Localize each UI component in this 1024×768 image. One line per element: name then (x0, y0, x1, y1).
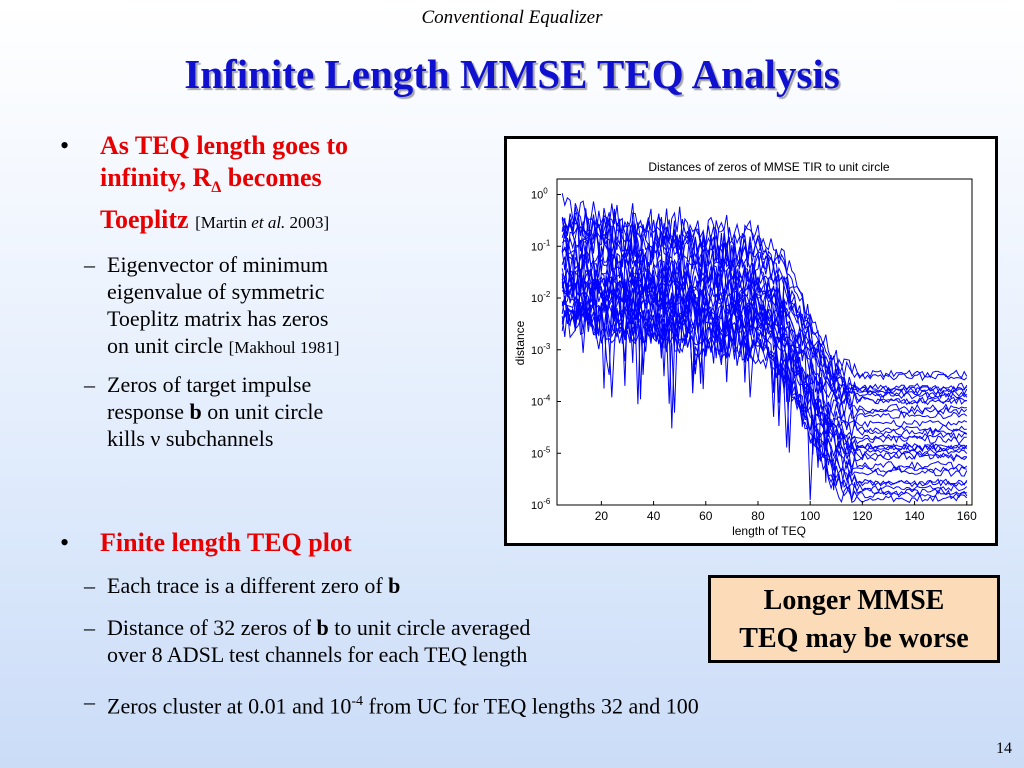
plot-axes-box (556, 178, 973, 506)
series-line (561, 193, 968, 379)
sub-bullet-zeros-target: Zeros of target impulse response b on un… (60, 371, 500, 452)
y-tick-label: 10-2 (531, 290, 551, 305)
bullet-text: Toeplitz (100, 205, 189, 235)
series-line (561, 303, 967, 501)
sub-text: Distance of 32 zeros of (107, 615, 317, 640)
superscript: -4 (351, 694, 364, 709)
sub-text: from UC for TEQ lengths 32 and 100 (363, 693, 699, 719)
bold-b: b (388, 573, 401, 598)
x-tick-label: 140 (905, 509, 925, 523)
sub-text: Zeros cluster at 0.01 and 10 (107, 693, 352, 719)
cite-italic: et al. (251, 213, 286, 233)
figure-frame: Distances of zeros of MMSE TIR to unit c… (504, 136, 998, 546)
sub-line: eigenvalue of symmetric (107, 279, 325, 305)
series-line (561, 296, 968, 504)
y-tick-label: 10-3 (531, 342, 551, 357)
series-line (561, 206, 968, 395)
sub-bullet-eigenvector: Eigenvector of minimum eigenvalue of sym… (60, 251, 500, 361)
x-tick-label: 80 (751, 509, 765, 523)
series-lines (561, 193, 968, 504)
x-tick-label: 60 (699, 509, 713, 523)
sub-text: to unit circle averaged (328, 615, 531, 640)
series-line (561, 306, 968, 504)
callout-line: Longer MMSE (763, 585, 945, 616)
callout-box: Longer MMSE TEQ may be worse (708, 575, 1000, 663)
sub-line: Distance of 32 zeros of b to unit circle… (107, 614, 1007, 641)
x-tick-label: 40 (647, 509, 661, 523)
teq-zero-distance-chart: Distances of zeros of MMSE TIR to unit c… (513, 160, 977, 538)
bullet-text: infinity, R (100, 163, 212, 192)
bullet-finite-length: Finite length TEQ plot (60, 527, 352, 559)
sub-text: response (107, 399, 190, 425)
series-line (561, 237, 967, 434)
slide-title: Infinite Length MMSE TEQ Analysis (184, 51, 840, 97)
y-tick-label: 10-4 (531, 394, 551, 409)
sub-line: Eigenvector of minimum (107, 252, 329, 278)
sub-text: on unit circle (107, 333, 229, 359)
axis-ticks: 20 40 60 80 100 120 140 160 100 10-1 10-2 10-3 10-4 1… (531, 187, 977, 523)
sub-line: response b on unit circle (107, 398, 500, 425)
series-line (561, 273, 967, 461)
x-tick-label: 120 (852, 509, 872, 523)
x-tick-label: 100 (800, 509, 820, 523)
cite-text: 2003] (285, 213, 330, 233)
citation-martin: [Martin et al. 2003] (195, 213, 329, 232)
page-number: 14 (996, 740, 1012, 757)
sub-line: Zeros of target impulse (107, 372, 312, 398)
header-title: Conventional Equalizer (421, 7, 603, 28)
sub-text: Each trace is a different zero of (107, 573, 389, 598)
bullet-teq-infinity: As TEQ length goes to infinity, RΔ becom… (60, 130, 500, 239)
sub-line: kills ν subchannels (107, 426, 274, 452)
y-tick-label: 10-6 (531, 497, 551, 512)
sub-line: Toeplitz matrix has zeros (107, 306, 329, 332)
bullet-line: Toeplitz [Martin et al. 2003] (100, 204, 500, 239)
cite-text: [Martin (195, 213, 252, 233)
y-axis-label: distance (513, 320, 527, 365)
sub-bullet-distance: Distance of 32 zeros of b to unit circle… (60, 614, 1007, 668)
series-line (561, 291, 967, 477)
callout-line: TEQ may be worse (739, 623, 969, 654)
subscript-delta: Δ (211, 179, 222, 197)
sub-bullet-zeros-cluster: Zeros cluster at 0.01 and 10-4 from UC f… (60, 688, 1007, 719)
sub-bullet-each-trace: Each trace is a different zero of b (60, 572, 1007, 599)
bullet-line: infinity, RΔ becomes (100, 162, 500, 204)
bullet-text: becomes (221, 163, 322, 192)
x-tick-label: 160 (957, 509, 977, 523)
y-tick-label: 10-5 (531, 445, 551, 460)
sub-line: over 8 ADSL test channels for each TEQ l… (107, 642, 528, 667)
bold-b: b (316, 615, 329, 640)
bullet-list: As TEQ length goes to infinity, RΔ becom… (60, 130, 500, 452)
sub-line: on unit circle [Makhoul 1981] (107, 332, 500, 361)
series-line (561, 213, 968, 417)
bold-b: b (189, 399, 202, 425)
chart-title: Distances of zeros of MMSE TIR to unit c… (648, 160, 890, 174)
y-tick-label: 10-1 (531, 238, 551, 253)
bullet-line: As TEQ length goes to (100, 131, 348, 160)
y-tick-label: 100 (531, 187, 548, 202)
x-tick-label: 20 (595, 509, 609, 523)
x-axis-label: length of TEQ (732, 524, 806, 538)
sub-text: on unit circle (201, 399, 324, 425)
citation-makhoul: [Makhoul 1981] (228, 338, 340, 358)
